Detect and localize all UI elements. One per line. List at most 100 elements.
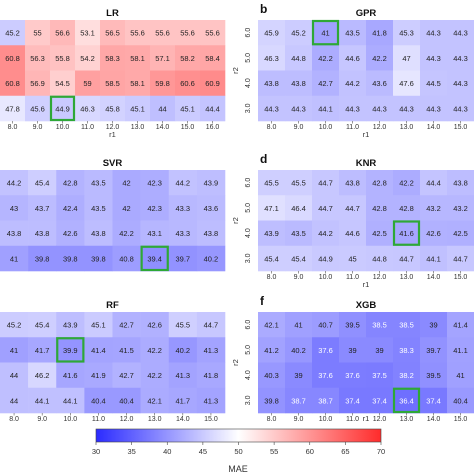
heatmap-cell — [150, 20, 176, 46]
heatmap-cell — [0, 362, 29, 389]
heatmap-cell — [75, 95, 101, 122]
heatmap-cell — [84, 362, 113, 389]
cell-value: 41.3 — [204, 396, 219, 405]
cell-value: 46.3 — [264, 54, 279, 63]
cell-value: 44.3 — [399, 104, 414, 113]
heatmap-cell — [258, 95, 286, 122]
y-axis-label: r2 — [231, 67, 240, 74]
heatmap-panel-rf: 45.2 45.4 43.9 45.1 42.7 42.6 45.5 44.7 41 41.7 39… — [0, 300, 226, 423]
heatmap-cell — [140, 245, 170, 272]
heatmap-cell — [28, 195, 57, 221]
cell-value: 42.5 — [453, 229, 468, 238]
heatmap-cell — [258, 245, 286, 272]
heatmap-cell — [125, 95, 151, 122]
cell-value: 45 — [348, 254, 356, 263]
heatmap-cell — [366, 387, 394, 414]
heatmap-cell — [0, 45, 26, 71]
x-tick-label: 12.0 — [373, 274, 387, 281]
cell-value: 53.1 — [80, 29, 95, 38]
heatmap-cell — [56, 312, 85, 338]
x-tick-label: 11.0 — [92, 416, 105, 423]
heatmap-cell — [200, 95, 226, 122]
cell-value: 44.3 — [426, 29, 441, 38]
cell-value: 60.6 — [180, 79, 195, 88]
cell-value: 58.1 — [130, 79, 145, 88]
heatmap-cell — [125, 20, 151, 46]
heatmap-cell — [112, 220, 141, 247]
heatmap-cell — [0, 220, 29, 247]
cell-value: 45.5 — [291, 179, 306, 188]
heatmap-cell — [0, 170, 29, 196]
cell-value: 45.1 — [180, 104, 195, 113]
heatmap-cell — [75, 70, 101, 97]
cell-value: 41.4 — [91, 346, 106, 355]
heatmap-cell — [285, 337, 313, 363]
cell-value: 41.4 — [453, 321, 468, 330]
cell-value: 60.8 — [5, 79, 20, 88]
heatmap-cell — [100, 45, 126, 71]
heatmap-cell — [366, 220, 394, 247]
heatmap-cell — [420, 362, 448, 389]
y-tick-label: 5.0 — [245, 53, 252, 63]
heatmap-cell — [420, 387, 448, 414]
cell-value: 44.4 — [205, 104, 220, 113]
cell-value: 44.3 — [453, 104, 468, 113]
heatmap-cell — [28, 337, 57, 363]
x-tick-label: 14.0 — [176, 416, 190, 423]
cell-value: 42.2 — [147, 346, 162, 355]
heatmap-cell — [100, 70, 126, 97]
heatmap-cell — [175, 70, 201, 97]
cell-value: 41.3 — [176, 371, 191, 380]
cell-value: 44.3 — [453, 29, 468, 38]
y-tick-label: 4.0 — [245, 370, 252, 380]
cell-value: 42.6 — [426, 229, 441, 238]
cell-value: 39 — [375, 346, 383, 355]
heatmap-cell — [393, 170, 421, 196]
cell-value: 44.7 — [345, 204, 360, 213]
heatmap-cell — [393, 195, 421, 221]
cell-value: 47 — [402, 54, 410, 63]
heatmap-cell — [168, 170, 198, 196]
heatmap-cell — [140, 337, 170, 363]
cell-value: 39.8 — [91, 254, 106, 263]
cell-value: 41.2 — [264, 346, 279, 355]
cell-value: 55.6 — [130, 29, 145, 38]
heatmap-cell — [25, 45, 51, 71]
cell-value: 44.2 — [7, 179, 22, 188]
heatmap-cell — [0, 245, 29, 272]
cell-value: 41.5 — [119, 346, 134, 355]
heatmap-cell — [84, 337, 113, 363]
heatmap-cell — [196, 337, 226, 363]
cell-value: 47.1 — [264, 204, 279, 213]
heatmap-cell — [168, 387, 198, 414]
cell-value: 42.8 — [372, 179, 387, 188]
cell-value: 57.1 — [155, 54, 170, 63]
cell-value: 45.2 — [291, 29, 306, 38]
cell-value: 42.7 — [318, 79, 333, 88]
y-tick-label: 3.0 — [245, 253, 252, 263]
heatmap-cell — [84, 220, 113, 247]
heatmap-cell — [312, 95, 340, 122]
cell-value: 43.8 — [204, 229, 219, 238]
cell-value: 41 — [10, 346, 18, 355]
heatmap-cell — [56, 387, 85, 414]
cell-value: 43.6 — [372, 79, 387, 88]
best-cell-highlight — [311, 19, 340, 46]
cell-value: 40.4 — [119, 396, 134, 405]
heatmap-cell — [56, 337, 85, 363]
cell-value: 43.8 — [345, 179, 360, 188]
cell-value: 45.5 — [264, 179, 279, 188]
heatmap-cell — [447, 20, 474, 46]
cell-value: 44.7 — [399, 254, 414, 263]
heatmap-cell — [339, 70, 367, 97]
cell-value: 41 — [294, 321, 302, 330]
cell-value: 41.7 — [176, 396, 191, 405]
cell-value: 44 — [158, 104, 166, 113]
cell-value: 41.1 — [453, 346, 468, 355]
cell-value: 54.2 — [80, 54, 95, 63]
heatmap-cell — [200, 20, 226, 46]
heatmap-cell — [447, 45, 474, 71]
cell-value: 43.8 — [35, 229, 50, 238]
best-cell-highlight — [56, 337, 85, 363]
x-tick-label: 8.0 — [267, 274, 277, 281]
